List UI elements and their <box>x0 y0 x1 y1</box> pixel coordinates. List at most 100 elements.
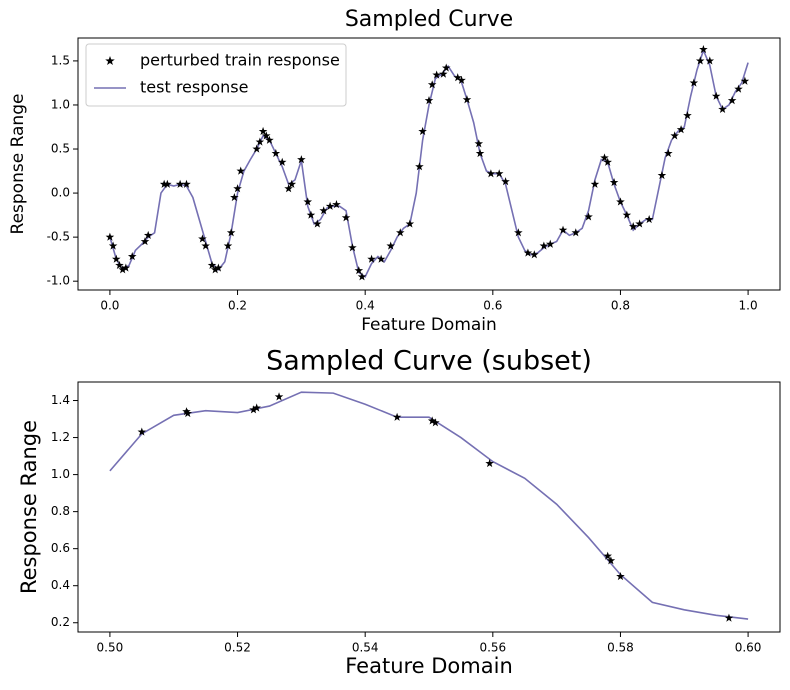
point <box>306 210 316 219</box>
point <box>140 237 150 246</box>
point <box>606 556 616 565</box>
point <box>622 210 632 219</box>
point <box>431 418 440 427</box>
point <box>214 263 223 272</box>
x-tick-label: 0.52 <box>224 641 251 655</box>
point <box>603 157 612 166</box>
y-tick-label: -0.5 <box>47 230 70 244</box>
point <box>325 201 335 210</box>
point <box>584 212 593 221</box>
point <box>198 234 207 243</box>
point <box>303 197 313 206</box>
point <box>236 166 246 175</box>
point <box>670 131 679 140</box>
point <box>386 241 395 250</box>
x-axis-label: Feature Domain <box>345 654 513 678</box>
y-tick-label: 0.6 <box>51 541 70 555</box>
point <box>523 248 533 257</box>
point <box>405 219 415 228</box>
point <box>121 263 131 272</box>
legend: perturbed train response test response <box>85 43 347 107</box>
point <box>486 169 496 178</box>
point <box>159 179 169 188</box>
x-axis-label: Feature Domain <box>361 315 497 335</box>
point <box>635 219 644 228</box>
y-tick-label: 0.2 <box>51 615 70 629</box>
point <box>676 125 686 134</box>
y-tick-label: 0.4 <box>51 578 70 592</box>
axes-frame <box>77 381 781 633</box>
point <box>609 178 619 187</box>
point <box>699 44 708 54</box>
point <box>274 392 284 401</box>
point <box>376 254 386 263</box>
point <box>457 75 466 84</box>
y-axis-label: Response Range <box>8 94 28 235</box>
point <box>277 157 287 166</box>
point <box>210 265 220 274</box>
point <box>127 252 137 261</box>
point <box>367 254 376 263</box>
y-tick-label: 1.5 <box>51 53 70 67</box>
subplot: Sampled Curve (subset) Feature Domain Resp… <box>17 346 781 678</box>
y-tick-label: 1.4 <box>51 393 70 407</box>
point <box>255 137 265 146</box>
point <box>514 228 523 237</box>
subplot: Sampled Curve Feature Domain Response Rang… <box>8 7 781 335</box>
point <box>163 179 172 188</box>
point <box>718 104 727 114</box>
point <box>657 170 667 180</box>
line <box>109 391 749 620</box>
y-tick-label: 1.0 <box>51 97 70 111</box>
point <box>427 80 437 89</box>
point <box>432 70 441 79</box>
point <box>571 228 581 237</box>
x-tick-label: 0.60 <box>735 641 762 655</box>
point <box>183 408 193 418</box>
legend-label: test response <box>140 78 248 97</box>
point <box>439 69 448 78</box>
point <box>474 139 484 148</box>
x-tick-label: 0.8 <box>611 299 630 313</box>
point <box>427 416 437 425</box>
point <box>105 232 115 241</box>
point <box>271 148 281 158</box>
y-tick-label: -1.0 <box>47 274 70 288</box>
x-tick-label: 0.56 <box>479 641 506 655</box>
point <box>600 153 609 162</box>
point <box>354 266 364 275</box>
point <box>175 179 185 188</box>
legend-box <box>85 43 347 107</box>
point <box>424 96 434 105</box>
point <box>284 184 293 193</box>
x-tick-label: 1.0 <box>739 299 758 313</box>
point <box>734 84 743 93</box>
point <box>287 179 297 188</box>
point <box>249 405 258 414</box>
point <box>501 177 510 186</box>
point <box>319 206 328 215</box>
point <box>115 260 124 269</box>
point <box>475 148 485 158</box>
point <box>297 155 306 164</box>
point <box>252 403 261 412</box>
x-tick-label: 0.50 <box>97 641 124 655</box>
y-tick-label: 0.0 <box>51 186 70 200</box>
point <box>462 95 472 104</box>
point <box>226 228 236 237</box>
plot-area <box>109 391 749 622</box>
y-tick-label: 1.0 <box>51 467 70 481</box>
y-tick-label: 1.2 <box>51 430 70 444</box>
point <box>705 56 715 65</box>
point <box>711 91 721 100</box>
point <box>118 265 127 274</box>
point <box>252 144 261 153</box>
point <box>727 96 737 105</box>
point <box>313 219 322 228</box>
x-tick-label: 0.6 <box>483 299 502 313</box>
point <box>223 241 233 250</box>
point <box>664 148 673 158</box>
plot-area <box>105 44 750 281</box>
point <box>628 222 638 231</box>
